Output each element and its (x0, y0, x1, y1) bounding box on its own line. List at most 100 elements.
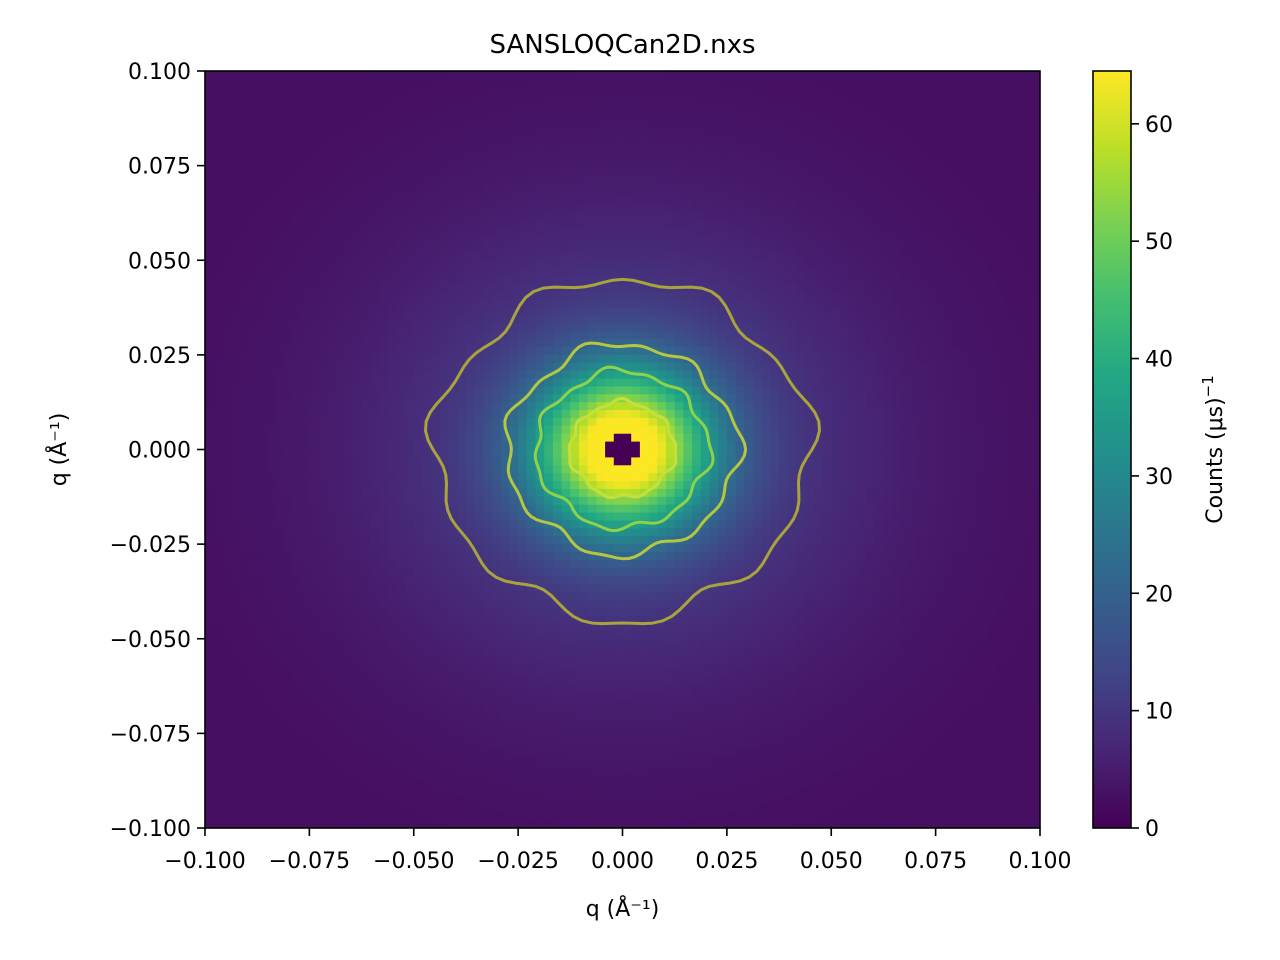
heatmap-cell (361, 323, 371, 332)
heatmap-cell (448, 678, 458, 687)
heatmap-cell (370, 654, 380, 664)
heatmap-cell (265, 252, 276, 261)
heatmap-cell (396, 662, 406, 671)
heatmap-cell (474, 370, 484, 380)
heatmap-cell (405, 465, 415, 474)
heatmap-cell (631, 157, 641, 167)
heatmap-cell (257, 331, 267, 340)
heatmap-cell (248, 181, 258, 190)
heatmap-cell (631, 236, 641, 246)
heatmap-cell (457, 457, 467, 466)
heatmap-cell (222, 804, 232, 813)
heatmap-cell (326, 228, 337, 238)
heatmap-cell (457, 346, 467, 356)
heatmap-cell (361, 276, 371, 285)
heatmap-cell (639, 252, 650, 261)
heatmap-cell (344, 709, 354, 719)
heatmap-cell (639, 268, 650, 277)
heatmap-cell (492, 693, 502, 703)
heatmap-cell (352, 189, 363, 198)
heatmap-cell (544, 709, 554, 719)
heatmap-cell (613, 94, 624, 104)
heatmap-cell (361, 354, 371, 364)
heatmap-cell (596, 134, 606, 143)
heatmap-cell (213, 536, 223, 545)
heatmap-cell (257, 788, 267, 798)
heatmap-cell (561, 102, 571, 112)
heatmap-cell (248, 315, 258, 324)
heatmap-cell (552, 709, 563, 719)
heatmap-cell (526, 654, 537, 664)
heatmap-cell (596, 386, 606, 395)
heatmap-cell (274, 701, 284, 711)
heatmap-cell (265, 693, 276, 703)
heatmap-cell (422, 244, 432, 253)
heatmap-cell (596, 820, 606, 828)
heatmap-cell (213, 670, 223, 679)
heatmap-cell (300, 709, 310, 719)
heatmap-cell (552, 394, 563, 403)
heatmap-cell (492, 457, 502, 466)
heatmap-cell (613, 331, 624, 340)
heatmap-cell (631, 701, 641, 711)
heatmap-cell (248, 149, 258, 159)
heatmap-cell (405, 630, 415, 640)
heatmap-cell (344, 796, 354, 805)
heatmap-cell (318, 141, 328, 151)
heatmap-cell (474, 71, 484, 80)
heatmap-cell (335, 268, 345, 277)
heatmap-cell (309, 157, 319, 167)
heatmap-cell (231, 670, 241, 679)
heatmap-cell (579, 622, 589, 632)
heatmap-cell (457, 441, 467, 451)
heatmap-cell (457, 323, 467, 332)
heatmap-cell (518, 71, 528, 80)
heatmap-cell (405, 646, 415, 656)
heatmap-cell (378, 772, 389, 782)
heatmap-cell (326, 402, 337, 411)
heatmap-cell (300, 583, 310, 593)
heatmap-cell (361, 197, 371, 206)
heatmap-cell (396, 386, 406, 395)
heatmap-cell (518, 630, 528, 640)
heatmap-cell (492, 410, 502, 419)
heatmap-cell (431, 701, 441, 711)
heatmap-cell (239, 607, 250, 616)
heatmap-cell (613, 149, 624, 159)
heatmap-cell (526, 378, 537, 388)
heatmap-cell (518, 449, 528, 458)
heatmap-cell (291, 346, 302, 356)
heatmap-cell (300, 78, 310, 88)
heatmap-cell (605, 212, 615, 222)
heatmap-cell (561, 220, 571, 230)
heatmap-cell (422, 110, 432, 119)
heatmap-cell (552, 764, 563, 774)
heatmap-cell (422, 299, 432, 309)
heatmap-cell (274, 126, 284, 135)
heatmap-cell (631, 331, 641, 340)
heatmap-cell (213, 654, 223, 664)
heatmap-cell (300, 165, 310, 175)
heatmap-cell (552, 173, 563, 182)
heatmap-cell (213, 157, 223, 167)
heatmap-cell (587, 528, 598, 537)
heatmap-cell (535, 244, 545, 253)
heatmap-cell (213, 646, 223, 656)
heatmap-cell (396, 583, 406, 593)
heatmap-cell (544, 362, 554, 372)
heatmap-cell (378, 181, 389, 190)
heatmap-cell (378, 788, 389, 798)
heatmap-cell (222, 220, 232, 230)
heatmap-cell (405, 528, 415, 537)
heatmap-cell (387, 496, 397, 506)
heatmap-cell (239, 362, 250, 372)
heatmap-cell (596, 591, 606, 600)
heatmap-cell (274, 157, 284, 167)
heatmap-cell (596, 622, 606, 632)
heatmap-cell (492, 733, 502, 742)
heatmap-cell (257, 520, 267, 529)
heatmap-cell (483, 441, 493, 451)
heatmap-cell (544, 670, 554, 679)
heatmap-cell (439, 741, 450, 750)
heatmap-cell (492, 741, 502, 750)
